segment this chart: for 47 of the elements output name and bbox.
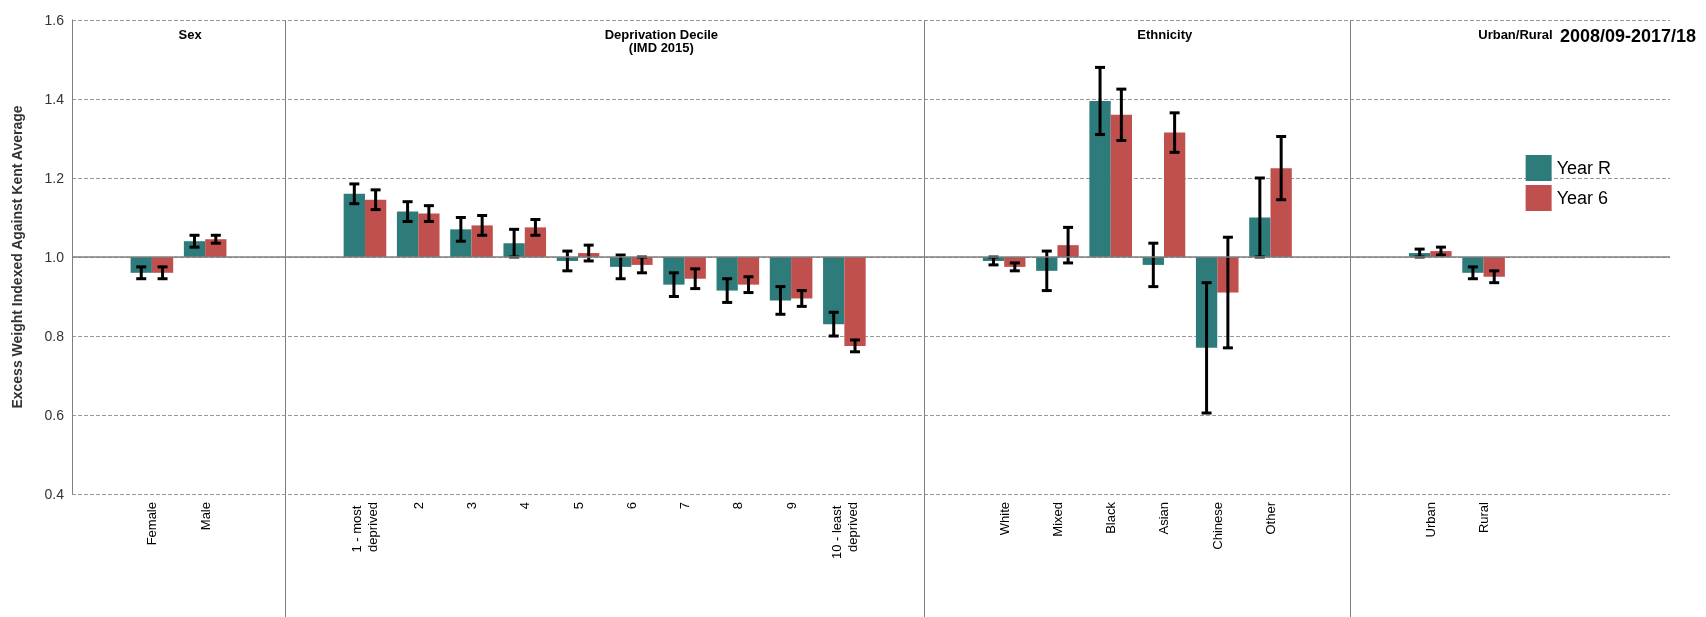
x-tick-label: 10 - least deprived <box>828 502 860 560</box>
x-tick-label: 5 <box>570 502 586 510</box>
y-tick-label: 1.2 <box>44 170 65 186</box>
x-tick-label: Chinese <box>1209 502 1225 550</box>
x-tick-label: 8 <box>730 502 746 510</box>
x-tick-label: 7 <box>677 502 693 510</box>
x-tick-label: 2 <box>410 502 426 510</box>
x-tick-label: Urban <box>1422 502 1438 538</box>
annotation: Sex <box>178 27 203 42</box>
bar <box>844 257 866 346</box>
x-tick-label: 4 <box>517 502 533 510</box>
y-tick-label: 0.4 <box>44 486 65 502</box>
bar <box>418 213 440 257</box>
chart-title: 2008/09-2017/18 <box>1559 26 1696 46</box>
x-tick-label: White <box>996 502 1012 536</box>
x-tick-label: Rural <box>1476 501 1492 534</box>
bar <box>1089 100 1111 257</box>
x-tick-label: 9 <box>783 502 799 510</box>
annotation: Ethnicity <box>1137 27 1193 42</box>
y-tick-label: 0.6 <box>44 407 65 423</box>
bar <box>343 193 365 257</box>
bar <box>396 211 419 257</box>
x-tick-label: Male <box>197 502 213 531</box>
y-tick-label: 1.6 <box>44 12 65 28</box>
bar <box>1110 114 1133 257</box>
y-tick-label: 1.4 <box>44 91 65 107</box>
bar <box>1270 168 1292 257</box>
x-tick-label: 1 - most deprived <box>349 502 381 553</box>
x-tick-label: Black <box>1103 501 1119 534</box>
x-tick-label: Female <box>144 502 160 546</box>
legend-label: Year R <box>1556 158 1612 178</box>
bar <box>1163 132 1186 257</box>
y-tick-label: 1.0 <box>44 249 65 265</box>
bar <box>769 257 792 301</box>
y-axis-title: Excess Weight Indexed Against Kent Average <box>9 105 25 409</box>
bar <box>791 257 813 299</box>
legend-label: Year 6 <box>1556 188 1609 208</box>
y-tick-label: 0.8 <box>44 328 65 344</box>
x-tick-label: Mixed <box>1049 502 1065 537</box>
x-tick-label: Asian <box>1156 502 1172 535</box>
x-tick-label: 3 <box>464 502 479 510</box>
x-tick-label: Other <box>1263 501 1278 535</box>
annotation: Urban/Rural <box>1478 27 1553 42</box>
bar <box>364 199 387 257</box>
bar <box>823 257 845 325</box>
x-tick-label: 6 <box>623 502 639 510</box>
annotation: Deprivation Decile (IMD 2015) <box>604 27 719 55</box>
